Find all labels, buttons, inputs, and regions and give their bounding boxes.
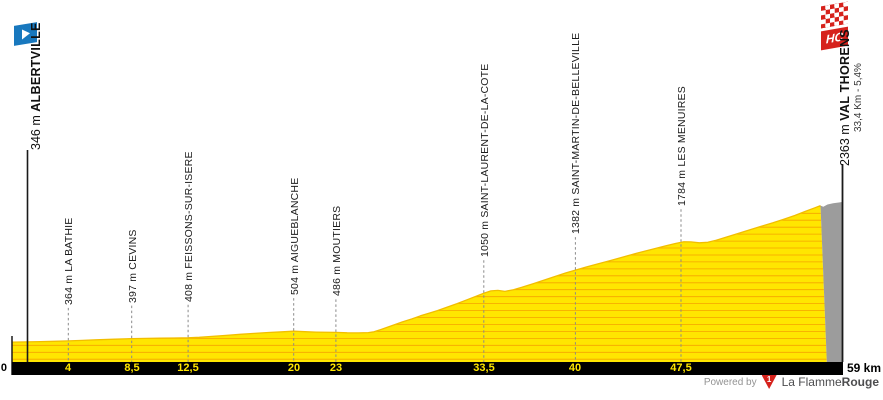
km-tick-7: 40 xyxy=(568,362,582,374)
waypoint-label-7: 1784 m LES MENUIRES xyxy=(676,86,688,206)
km-tick-4: 20 xyxy=(287,362,301,374)
footer-branding: Powered by 1 La FlammeRouge xyxy=(704,375,879,389)
flamme-rouge-pennant-icon[interactable]: 1 xyxy=(761,375,777,389)
brand-name[interactable]: La FlammeRouge xyxy=(781,375,879,389)
finish-label: 2363 m VAL THORENS 33,4 Km - 5,4% xyxy=(838,29,864,166)
elevation-area-yellow xyxy=(12,205,827,362)
waypoint-label-3: 504 m AIGUEBLANCHE xyxy=(289,177,301,295)
km-tick-2: 8,5 xyxy=(124,362,140,374)
start-label: 346 m ALBERTVILLE xyxy=(29,22,43,150)
km-tick-9: 59 km xyxy=(847,361,882,375)
finish-label-main: 2363 m VAL THORENS xyxy=(838,29,852,166)
km-tick-8: 47,5 xyxy=(670,362,692,374)
finish-climb-stats: 33,4 Km - 5,4% xyxy=(853,63,864,132)
waypoint-label-6: 1382 m SAINT-MARTIN-DE-BELLEVILLE xyxy=(570,32,582,234)
waypoint-label-2: 408 m FEISSONS-SUR-ISERE xyxy=(183,151,195,302)
km-tick-3: 12,5 xyxy=(177,362,199,374)
km-tick-1: 4 xyxy=(64,362,72,374)
waypoint-label-5: 1050 m SAINT-LAURENT-DE-LA-COTE xyxy=(479,63,491,258)
finish-name: VAL THORENS xyxy=(838,29,852,121)
km-axis-bar xyxy=(12,362,843,375)
waypoint-label-0: 364 m LA BATHIE xyxy=(63,217,75,305)
finish-elevation: 2363 m xyxy=(838,124,852,166)
start-name: ALBERTVILLE xyxy=(29,22,43,112)
km-tick-6: 33,5 xyxy=(473,362,495,374)
profile-top-edge xyxy=(11,204,821,343)
km-tick-5: 23 xyxy=(329,362,343,374)
waypoint-label-1: 397 m CEVINS xyxy=(127,229,139,303)
start-elevation: 346 m xyxy=(29,115,43,150)
waypoint-label-4: 486 m MOUTIERS xyxy=(331,205,343,296)
final-section-gray xyxy=(820,201,843,362)
powered-by-text: Powered by xyxy=(703,376,757,388)
km-tick-0: 0 xyxy=(0,362,7,374)
